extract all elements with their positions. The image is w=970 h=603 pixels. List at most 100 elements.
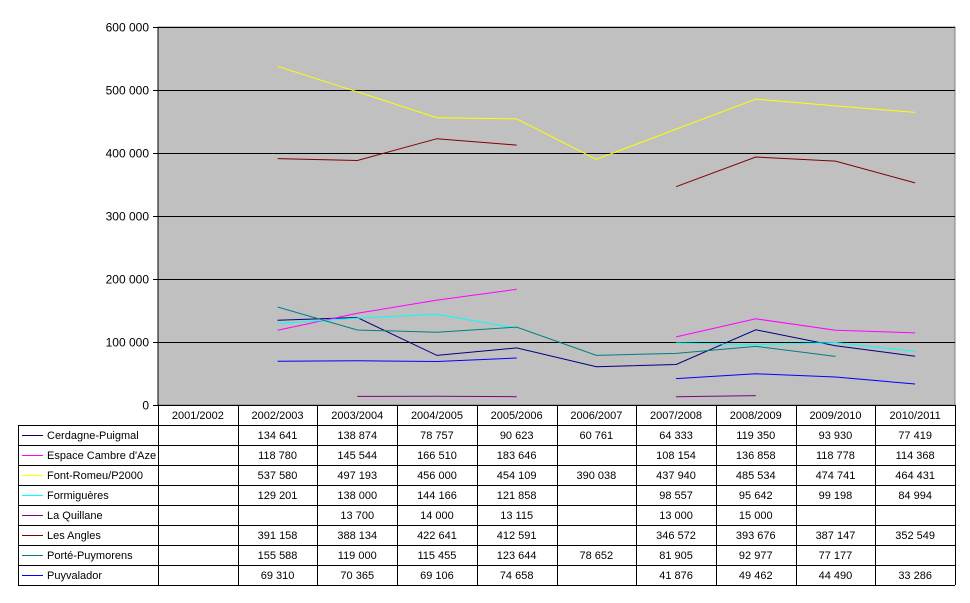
table-cell-value: 114 368 (896, 450, 935, 462)
table-cell-value: 77 177 (819, 550, 853, 562)
table-cell-value: 537 580 (258, 470, 298, 482)
table-cell-value: 454 109 (497, 470, 537, 482)
series-line (277, 316, 916, 368)
table-cell-value: 456 000 (417, 470, 457, 482)
series-group (277, 306, 836, 357)
legend-label: Font-Romeu/P2000 (47, 470, 143, 482)
table-cell-value: 388 134 (337, 530, 377, 542)
table-cell-value: 119 000 (338, 550, 377, 562)
legend-label: Cerdagne-Puigmal (47, 430, 139, 442)
series-line (357, 395, 517, 398)
table-cell-value: 138 000 (337, 490, 377, 502)
table-cell-value: 391 158 (258, 530, 298, 542)
table-cell-value: 474 741 (816, 470, 856, 482)
series-line (277, 357, 517, 363)
table-cell-value: 138 874 (337, 430, 377, 442)
table-cell-value: 93 930 (819, 430, 853, 442)
table-cell-value: 13 000 (659, 510, 693, 522)
series-group (277, 316, 916, 368)
legend-label: Espace Cambre d'Aze (47, 450, 156, 462)
table-cell-value: 346 572 (656, 530, 696, 542)
table-cell-value: 136 858 (736, 450, 776, 462)
table-cell-value: 13 700 (340, 510, 374, 522)
series-group (277, 313, 916, 352)
table-cell-value: 118 778 (816, 450, 855, 462)
table-cell-value: 145 544 (337, 450, 377, 462)
table-cell-value: 118 780 (258, 450, 297, 462)
table-cell-value: 422 641 (417, 530, 457, 542)
y-axis: 0 100 000 200 000 300 000 400 000 500 000 600 … (106, 21, 159, 413)
table-cell-value: 13 115 (500, 510, 533, 522)
x-tick-label: 2006/2007 (570, 410, 622, 422)
series-group (277, 65, 916, 160)
x-tick-label: 2002/2003 (252, 410, 304, 422)
series-line (277, 313, 517, 329)
table-cell-value: 78 652 (580, 550, 614, 562)
table-cell-value: 78 757 (420, 430, 454, 442)
table-cell-value: 70 365 (340, 570, 374, 582)
y-tick-label: 400 000 (106, 147, 150, 161)
x-tick-label: 2010/2011 (890, 410, 941, 422)
y-tick-label: 0 (142, 399, 149, 413)
table-cell-value: 64 333 (659, 430, 693, 442)
table-cell-value: 166 510 (417, 450, 457, 462)
table-cell-value: 437 940 (656, 470, 696, 482)
table-cell-value: 41 876 (659, 570, 693, 582)
table-cell-value: 33 286 (898, 570, 932, 582)
table-cell-value: 92 977 (739, 550, 773, 562)
data-table: 2001/2002 2002/2003 2003/2004 2004/2005 2005… (18, 405, 956, 586)
series-line (676, 395, 756, 398)
table-cell-value: 69 310 (261, 570, 295, 582)
series-group (277, 357, 916, 385)
table-cell-value: 49 462 (739, 570, 773, 582)
table-cell-value: 412 591 (497, 530, 537, 542)
x-tick-label: 2003/2004 (331, 410, 383, 422)
x-tick-label: 2005/2006 (491, 410, 543, 422)
x-tick-label: 2001/2002 (172, 410, 224, 422)
x-tick-label: 2004/2005 (411, 410, 463, 422)
legend-label: La Quillane (47, 510, 103, 522)
series-line (277, 306, 836, 357)
table-cell-value: 129 201 (258, 490, 298, 502)
series-group (357, 395, 756, 398)
table-cell-value: 44 490 (819, 570, 853, 582)
table-cell-value: 115 455 (417, 550, 456, 562)
table-cell-value: 393 676 (736, 530, 776, 542)
table-cell-value: 69 106 (420, 570, 454, 582)
table-cell-value: 123 644 (497, 550, 537, 562)
table-cell-value: 77 419 (898, 430, 932, 442)
table-cell-value: 155 588 (258, 550, 298, 562)
series-line (277, 138, 517, 162)
y-tick-label: 500 000 (106, 84, 150, 98)
legend-label: Formiguères (47, 490, 109, 502)
table-cell-value: 144 166 (417, 490, 457, 502)
series-line (676, 373, 916, 385)
table-cell-value: 90 623 (500, 430, 534, 442)
series-group (277, 288, 916, 338)
table-cell-value: 99 198 (819, 490, 853, 502)
table-cell-value: 352 549 (895, 530, 935, 542)
table-cell-value: 98 557 (659, 490, 693, 502)
table-cell-value: 497 193 (337, 470, 377, 482)
x-tick-label: 2007/2008 (650, 410, 702, 422)
series-line (277, 288, 517, 331)
y-tick-label: 100 000 (106, 336, 150, 350)
series-lines (277, 65, 916, 398)
legend-label: Les Angles (47, 530, 101, 542)
legend-label: Porté-Puymorens (47, 550, 133, 562)
table-cell-value: 108 154 (656, 450, 696, 462)
table-cell-value: 464 431 (895, 470, 935, 482)
table-cell-value: 95 642 (739, 490, 773, 502)
legend-label: Puyvalador (47, 570, 102, 582)
table-cell-value: 485 534 (736, 470, 776, 482)
table-cell-value: 387 147 (816, 530, 856, 542)
table-cell-value: 183 646 (497, 450, 537, 462)
x-tick-label: 2009/2010 (809, 410, 861, 422)
y-tick-label: 600 000 (106, 21, 150, 35)
table-cell-value: 121 858 (497, 490, 537, 502)
series-group (277, 138, 916, 188)
table-cell-value: 84 994 (898, 490, 932, 502)
table-cell-value: 81 905 (659, 550, 693, 562)
table-cell-value: 390 038 (576, 470, 616, 482)
